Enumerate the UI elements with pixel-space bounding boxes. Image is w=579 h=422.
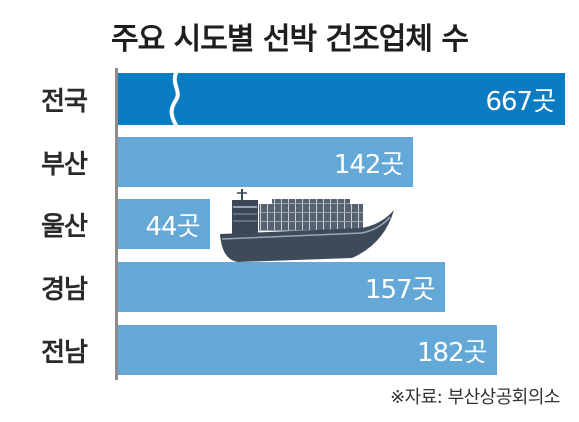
category-label: 경남: [41, 274, 88, 305]
bar-ulsan: 44곳: [118, 199, 210, 249]
row-national: 전국 667곳: [0, 73, 579, 125]
category-axis-line: [115, 68, 118, 380]
data-label: 157곳: [365, 274, 436, 305]
axis-break-mark: [169, 73, 180, 125]
category-label: 울산: [41, 211, 88, 242]
row-gyeongnam: 경남 157곳: [0, 262, 579, 312]
bar-national: 667곳: [118, 73, 565, 125]
category-label: 부산: [41, 149, 88, 180]
source-note: ※자료: 부산상공회의소: [390, 387, 560, 408]
bar-gyeongnam: 157곳: [118, 262, 445, 312]
category-label: 전남: [41, 337, 88, 368]
row-jeonnam: 전남 182곳: [0, 325, 579, 375]
data-label: 44곳: [145, 211, 201, 242]
row-busan: 부산 142곳: [0, 137, 579, 187]
category-label: 전국: [41, 86, 88, 117]
row-ulsan: 울산 44곳: [0, 199, 579, 249]
chart-title: 주요 시도별 선박 건조업체 수: [111, 22, 469, 57]
data-label: 182곳: [417, 337, 488, 368]
bar-jeonnam: 182곳: [118, 325, 497, 375]
data-label: 142곳: [333, 149, 405, 180]
container-ship-icon: [220, 189, 394, 262]
bar-busan: 142곳: [118, 137, 414, 187]
data-label: 667곳: [485, 86, 556, 117]
